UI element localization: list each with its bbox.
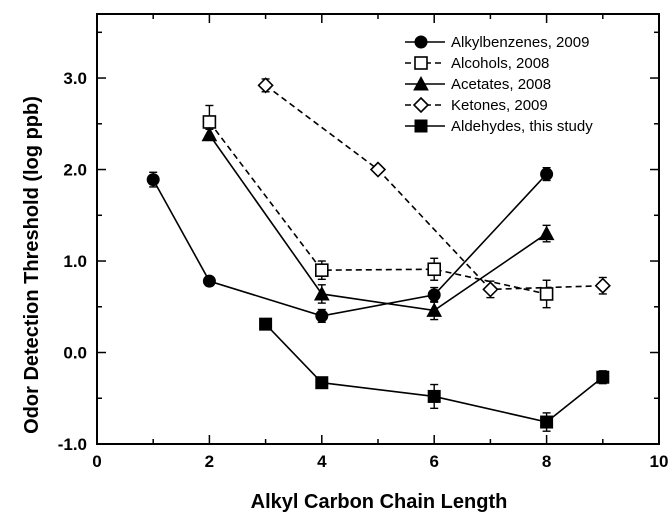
data-point [540,415,554,429]
series-line [265,84,603,291]
y-axis-label-text: Odor Detection Threshold (log ppb) [21,96,43,434]
x-axis-label: Alkyl Carbon Chain Length [251,491,508,513]
data-point [202,115,217,129]
x-tick-label: 10 [650,452,669,471]
data-point [594,277,611,294]
series-4 [259,317,610,432]
legend-marker [414,119,428,133]
x-tick-label: 6 [429,452,438,471]
data-point [539,287,554,301]
series-2 [201,126,555,321]
legend-label: Alkylbenzenes, 2009 [451,34,589,51]
y-tick-label: 3.0 [63,69,87,88]
y-axis-label: Odor Detection Threshold (log ppb) [21,96,43,434]
legend: Alkylbenzenes, 2009 Alcohols, 2008 Acetate… [405,34,593,135]
series-line [208,134,548,312]
data-point [540,167,554,181]
data-point [202,274,216,288]
y-tick-label: 1.0 [63,252,87,271]
data-point [426,302,443,317]
y-tick-label: 0.0 [63,344,87,363]
data-point [257,77,274,94]
data-point [315,376,329,390]
x-tick-label: 2 [205,452,214,471]
y-tick-label: 2.0 [63,161,87,180]
data-point [482,281,499,298]
legend-marker [414,56,428,70]
data-point [427,389,441,403]
legend-marker [413,75,429,91]
data-point [259,317,273,331]
legend-label: Aldehydes, this study [451,118,593,135]
x-tick-label: 8 [542,452,551,471]
data-point [427,262,442,277]
legend-label: Acetates, 2008 [451,76,551,93]
data-point [427,288,441,302]
x-tick-label: 4 [317,452,327,471]
data-point [146,173,160,187]
legend-marker [414,35,428,49]
data-point [596,370,610,384]
x-tick-label: 0 [92,452,101,471]
data-point [315,309,329,323]
data-point [369,161,387,178]
data-point [314,263,329,277]
legend-marker [412,96,430,114]
data-point [201,126,218,142]
series-3 [257,77,611,299]
legend-label: Alcohols, 2008 [451,55,549,72]
series-0 [146,167,554,324]
data-point [313,285,330,301]
data-point [538,225,555,241]
legend-label: Ketones, 2009 [451,97,548,114]
y-tick-label: -1.0 [58,435,87,454]
series-1 [202,104,554,309]
